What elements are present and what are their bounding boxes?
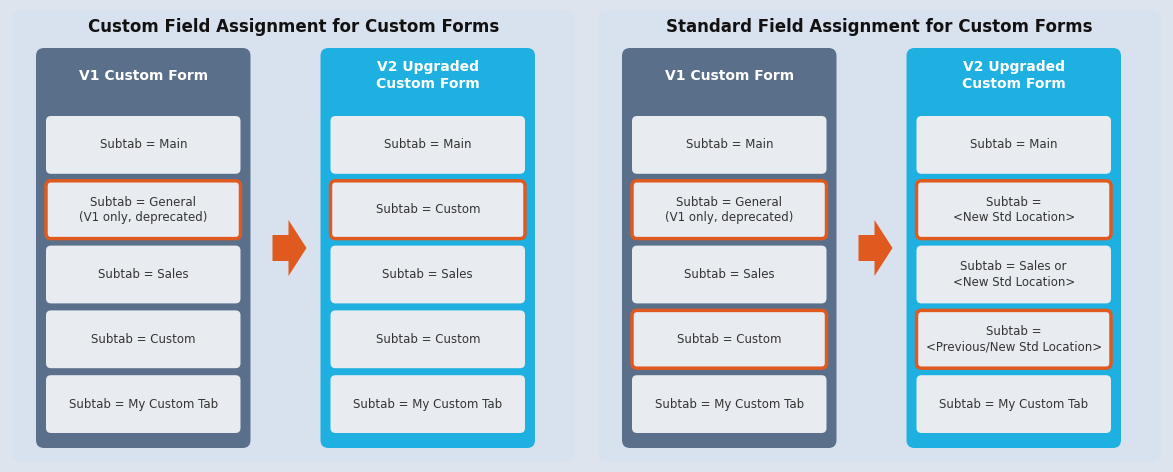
FancyBboxPatch shape: [622, 48, 836, 448]
Text: Subtab = General
(V1 only, deprecated): Subtab = General (V1 only, deprecated): [79, 196, 208, 224]
Text: Subtab = Custom: Subtab = Custom: [375, 333, 480, 346]
Text: Subtab = General
(V1 only, deprecated): Subtab = General (V1 only, deprecated): [665, 196, 793, 224]
Text: V2 Upgraded
Custom Form: V2 Upgraded Custom Form: [375, 60, 480, 91]
FancyBboxPatch shape: [632, 375, 827, 433]
Text: Subtab = My Custom Tab: Subtab = My Custom Tab: [940, 397, 1089, 411]
FancyBboxPatch shape: [916, 311, 1111, 368]
Text: Subtab = Custom: Subtab = Custom: [91, 333, 196, 346]
FancyBboxPatch shape: [632, 116, 827, 174]
Text: Subtab = Custom: Subtab = Custom: [375, 203, 480, 216]
Text: Subtab = Sales: Subtab = Sales: [97, 268, 189, 281]
FancyBboxPatch shape: [331, 311, 526, 368]
FancyBboxPatch shape: [36, 48, 251, 448]
FancyBboxPatch shape: [46, 116, 240, 174]
Text: V1 Custom Form: V1 Custom Form: [79, 68, 208, 83]
FancyBboxPatch shape: [331, 245, 526, 303]
Text: Custom Field Assignment for Custom Forms: Custom Field Assignment for Custom Forms: [88, 18, 500, 36]
FancyBboxPatch shape: [916, 181, 1111, 239]
Text: Subtab = Sales: Subtab = Sales: [684, 268, 774, 281]
Text: Subtab = Main: Subtab = Main: [685, 138, 773, 152]
Text: Subtab = Main: Subtab = Main: [970, 138, 1058, 152]
FancyBboxPatch shape: [46, 245, 240, 303]
FancyBboxPatch shape: [598, 10, 1161, 462]
Text: Standard Field Assignment for Custom Forms: Standard Field Assignment for Custom For…: [666, 18, 1093, 36]
FancyBboxPatch shape: [916, 116, 1111, 174]
FancyBboxPatch shape: [632, 181, 827, 239]
Text: Subtab = Sales or
<New Std Location>: Subtab = Sales or <New Std Location>: [952, 261, 1074, 288]
FancyBboxPatch shape: [320, 48, 535, 448]
Text: Subtab = Sales: Subtab = Sales: [382, 268, 473, 281]
Polygon shape: [272, 220, 306, 276]
FancyBboxPatch shape: [632, 311, 827, 368]
FancyBboxPatch shape: [331, 116, 526, 174]
Text: Subtab = My Custom Tab: Subtab = My Custom Tab: [655, 397, 804, 411]
Text: V1 Custom Form: V1 Custom Form: [665, 68, 794, 83]
FancyBboxPatch shape: [916, 245, 1111, 303]
FancyBboxPatch shape: [632, 245, 827, 303]
FancyBboxPatch shape: [46, 181, 240, 239]
FancyBboxPatch shape: [46, 311, 240, 368]
FancyBboxPatch shape: [46, 375, 240, 433]
Text: Subtab = Main: Subtab = Main: [384, 138, 472, 152]
Polygon shape: [859, 220, 893, 276]
Text: Subtab =
<Previous/New Std Location>: Subtab = <Previous/New Std Location>: [925, 325, 1101, 354]
Text: Subtab = Custom: Subtab = Custom: [677, 333, 781, 346]
FancyBboxPatch shape: [331, 375, 526, 433]
Text: Subtab = My Custom Tab: Subtab = My Custom Tab: [353, 397, 502, 411]
Text: Subtab =
<New Std Location>: Subtab = <New Std Location>: [952, 196, 1074, 224]
Text: Subtab = My Custom Tab: Subtab = My Custom Tab: [69, 397, 218, 411]
Text: Subtab = Main: Subtab = Main: [100, 138, 187, 152]
FancyBboxPatch shape: [12, 10, 575, 462]
FancyBboxPatch shape: [916, 375, 1111, 433]
FancyBboxPatch shape: [907, 48, 1121, 448]
Text: V2 Upgraded
Custom Form: V2 Upgraded Custom Form: [962, 60, 1065, 91]
FancyBboxPatch shape: [331, 181, 526, 239]
